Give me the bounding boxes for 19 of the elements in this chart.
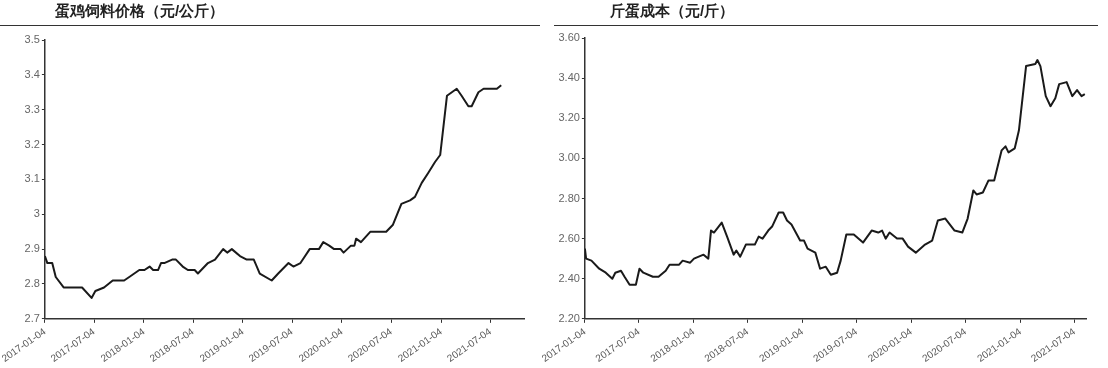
y-tick-label: 2.7 <box>24 311 40 324</box>
y-tick-label: 3.2 <box>24 137 40 150</box>
y-tick-label: 3.4 <box>24 67 40 80</box>
y-tick-label: 3 <box>33 207 40 220</box>
y-tick-label: 3.3 <box>24 102 40 115</box>
y-tick-label: 2.60 <box>558 231 580 244</box>
y-tick-label: 2.9 <box>24 242 40 255</box>
y-tick-label: 2.40 <box>558 271 580 284</box>
chart-title: 斤蛋成本（元/斤） <box>610 2 735 21</box>
y-tick-label: 3.5 <box>24 33 40 46</box>
y-tick-label: 3.00 <box>558 151 580 164</box>
y-tick-label: 3.20 <box>558 111 580 124</box>
y-tick-label: 2.8 <box>24 277 40 290</box>
chart-title: 蛋鸡饲料价格（元/公斤） <box>55 2 225 21</box>
y-tick-label: 2.20 <box>558 311 580 324</box>
y-tick-label: 3.1 <box>24 172 40 185</box>
y-tick-label: 3.60 <box>558 31 580 44</box>
y-tick-label: 3.40 <box>558 71 580 84</box>
y-tick-label: 2.80 <box>558 191 580 204</box>
